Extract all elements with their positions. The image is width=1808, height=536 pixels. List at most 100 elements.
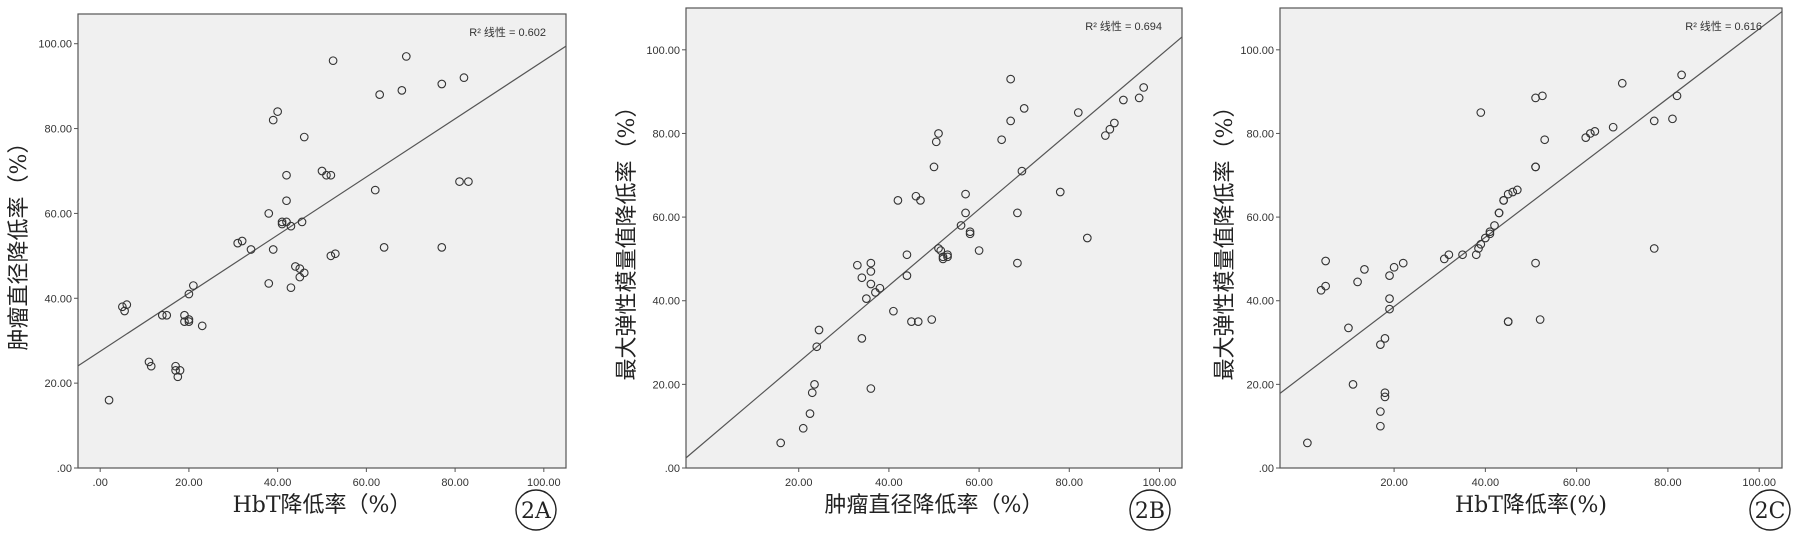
scatter-point [1389, 262, 1399, 272]
scatter-point [943, 250, 952, 260]
scatter-point [188, 281, 198, 290]
scatter-point [1476, 108, 1486, 117]
x-tick-label: 40.00 [264, 477, 292, 489]
scatter-point [328, 56, 338, 66]
x-tick-label: 60.00 [353, 477, 381, 489]
scatter-point [146, 361, 156, 371]
x-axis-title: 肿瘤直径降低率（%） [825, 493, 1044, 518]
scatter-point [233, 238, 243, 248]
y-axis-title: 最大弹性模量值降低率（%） [615, 96, 640, 381]
scatter-point [1006, 74, 1016, 84]
y-axis-title: 肿瘤直径降低率（%） [7, 132, 32, 351]
scatter-point [961, 189, 970, 199]
scatter-point [807, 388, 817, 398]
scatter-point [397, 86, 407, 95]
scatter-point [173, 372, 183, 382]
scatter-point [286, 221, 296, 231]
scatter-point [144, 357, 154, 367]
panel-badge: 2B [1129, 489, 1171, 531]
scatter-point [157, 310, 167, 320]
scatter-point [866, 384, 876, 393]
scatter-point [1677, 70, 1686, 80]
scatter-point [916, 196, 925, 205]
scatter-panel-2a: .00 20.00 40.00 60.00 80.00 100.00 .00 20.00 40… [7, 13, 567, 531]
scatter-point [282, 170, 291, 180]
data-points [1303, 70, 1686, 448]
scatter-point [175, 366, 185, 375]
scatter-point [1353, 277, 1362, 287]
panel-badge-label: 2A [521, 499, 552, 524]
scatter-point [1055, 187, 1065, 197]
scatter-point [1376, 340, 1385, 349]
scatter-point [889, 306, 898, 316]
x-tick-label: 20.00 [175, 477, 203, 489]
plot-area [77, 13, 567, 469]
scatter-point [997, 135, 1006, 145]
scatter-point [1110, 118, 1119, 128]
scatter-point [1119, 95, 1128, 105]
scatter-point [1485, 227, 1495, 237]
regression-line [685, 36, 1183, 459]
scatter-point [1380, 392, 1390, 402]
scatter-point [1617, 78, 1627, 88]
scatter-point [326, 170, 336, 180]
scatter-point [1668, 114, 1677, 124]
scatter-point [437, 79, 447, 89]
scatter-point [798, 423, 808, 433]
x-tick-label: 20.00 [1380, 477, 1408, 489]
panel-badge-label: 2C [1755, 499, 1786, 524]
scatter-point [1476, 239, 1486, 249]
y-tick-label: 80.00 [652, 128, 680, 140]
scatter-point [1321, 281, 1330, 291]
y-tick-label: 40.00 [44, 293, 72, 305]
y-tick-label: 60.00 [44, 208, 72, 220]
scatter-point [162, 310, 172, 320]
scatter-point [273, 107, 282, 116]
scatter-point [1672, 91, 1682, 101]
scatter-point [326, 251, 336, 261]
scatter-panel-2b: .00 20.00 40.00 60.00 80.00 100.00 20.00 40.00… [615, 7, 1183, 531]
scatter-point [1321, 256, 1330, 266]
scatter-point [1649, 244, 1659, 253]
scatter-point [1512, 185, 1522, 195]
y-tick-label: 40.00 [652, 296, 680, 308]
r2-label: R² 线性 = 0.602 [469, 25, 546, 39]
scatter-point [330, 249, 340, 259]
scatter-point [437, 243, 447, 252]
x-tick-label: 100.00 [1143, 477, 1177, 489]
scatter-point [934, 244, 943, 253]
scatter-point [805, 409, 815, 418]
scatter-point [184, 315, 194, 324]
scatter-point [1508, 187, 1518, 197]
scatter-point [936, 246, 946, 255]
scatter-point [812, 342, 822, 352]
scatter-point [974, 246, 984, 255]
scatter-point [1531, 258, 1540, 268]
scatter-point [857, 334, 867, 343]
data-points [776, 74, 1149, 448]
scatter-point [184, 289, 194, 299]
scatter-point [370, 185, 380, 195]
scatter-point [1535, 315, 1545, 324]
scatter-point [893, 196, 903, 205]
scatter-point [875, 283, 885, 293]
regression-line [1279, 11, 1783, 394]
x-tick-label: .00 [93, 477, 108, 489]
scatter-point [282, 196, 291, 206]
plot-area [1279, 7, 1783, 469]
x-axis-ticks: .00 20.00 40.00 60.00 80.00 100.00 [93, 468, 561, 489]
scatter-point [322, 170, 331, 180]
scatter-point [866, 258, 876, 268]
scatter-point [931, 137, 941, 147]
scatter-point [1471, 250, 1481, 260]
scatter-point [929, 162, 939, 172]
y-tick-label: .00 [57, 463, 72, 475]
y-tick-label: 100.00 [646, 45, 680, 57]
scatter-point [866, 279, 876, 289]
y-axis-ticks: .00 20.00 40.00 60.00 80.00 100.00 [646, 45, 686, 475]
y-axis-ticks: .00 20.00 40.00 60.00 80.00 100.00 [1240, 45, 1280, 475]
scatter-point [277, 217, 287, 227]
scatter-point [455, 177, 464, 186]
plot-area [685, 7, 1183, 469]
x-tick-label: 20.00 [785, 477, 813, 489]
